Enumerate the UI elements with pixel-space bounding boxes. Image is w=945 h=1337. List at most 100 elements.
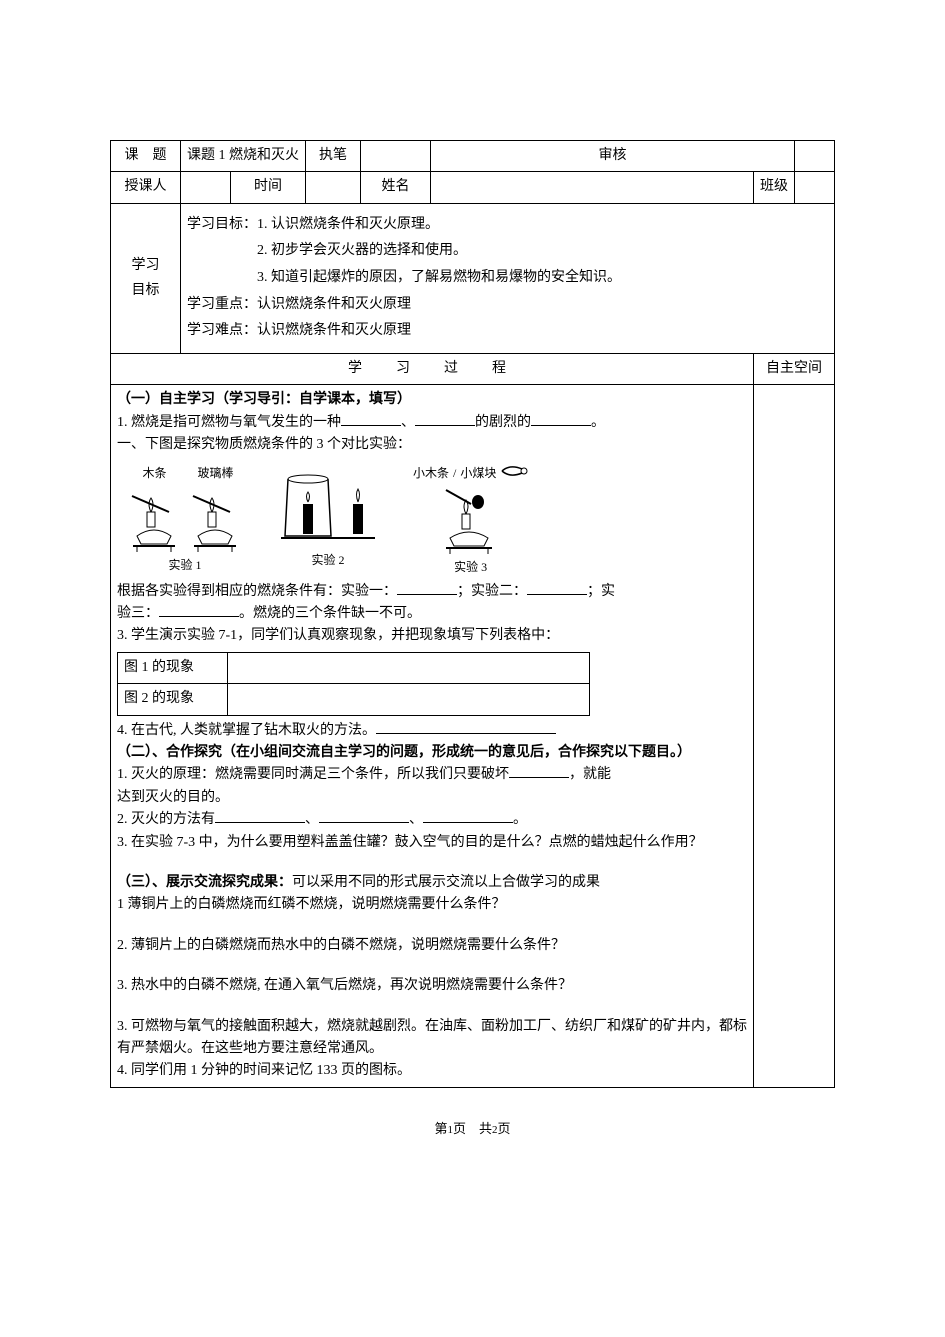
label-teacher: 授课人 [111,172,181,203]
sentence: 1 薄铜片上的白磷燃烧而红磷不燃烧，说明燃烧需要什么条件？ [117,894,747,916]
page: 课 题 课题 1 燃烧和灭火 执笔 审核 授课人 时间 姓名 班级 学习 目标 … [0,0,945,1197]
spacer [117,854,747,872]
sentence: 4. 同学们用 1 分钟的时间来记忆 133 页的图标。 [117,1060,747,1082]
text: ；实 [587,584,615,599]
text: 的剧烈的 [475,415,531,430]
self-space-column [754,385,835,1088]
spacer [117,957,747,975]
self-space-header: 自主空间 [754,353,835,384]
section3-title-row: （三）、展示交流探究成果：可以采用不同的形式展示交流以上合做学习的成果 [117,872,747,894]
value-writer [361,141,431,172]
exp1-label: 实验 1 [127,556,243,575]
section3-title: （三）、展示交流探究成果： [117,875,292,890]
spacer [117,917,747,935]
text: 。燃烧的三个条件缺一不可。 [239,606,421,621]
goal-line: 3. 知道引起爆炸的原因，了解易燃物和易爆物的安全知识。 [187,265,828,292]
blank [159,603,239,617]
text: ；实验二： [457,584,527,599]
blank [415,412,475,426]
footer-text: 页 [498,1121,511,1136]
ann-small-coal: 小煤块 [460,464,496,483]
goal-line: 学习重点：认识燃烧条件和灭火原理 [187,292,828,319]
value-teacher [181,172,231,203]
text: 。 [513,812,527,827]
text: 验三： [117,606,159,621]
content-row: （一）自主学习（学习导引：自学课本，填写） 1. 燃烧是指可燃物与氧气发生的一种… [111,385,835,1088]
slash-icon: / [453,464,456,483]
label-name: 姓名 [361,172,431,203]
label-review: 审核 [431,141,795,172]
blank [531,412,591,426]
row-value [228,652,590,683]
row-value [228,684,590,715]
text: 1. 灭火的原理：燃烧需要同时满足三个条件，所以我们只要破坏 [117,767,509,782]
blank [319,809,409,823]
text: 4. 在古代, 人类就掌握了钻木取火的方法。 [117,723,376,738]
text: 根据各实验得到相应的燃烧条件有：实验一： [117,584,397,599]
experiment-3: 小木条 / 小煤块 [413,464,528,576]
experiment-diagrams: 木条 [127,464,747,576]
goal-content: 学习目标：1. 认识燃烧条件和灭火原理。 2. 初步学会灭火器的选择和使用。 3… [181,203,835,353]
burner-icon [188,484,243,554]
blank [341,412,401,426]
experiment-1: 木条 [127,464,243,576]
sentence: 2. 灭火的方法有 、 、 。 [117,809,747,831]
ann-glass: 玻璃棒 [188,464,243,483]
blank [423,809,513,823]
value-name [431,172,754,203]
sentence: 验三： 。燃烧的三个条件缺一不可。 [117,603,747,625]
sentence: 达到灭火的目的。 [117,787,747,809]
candle-glass-icon [273,464,383,549]
label-class: 班级 [754,172,795,203]
goal-line: 学习难点：认识燃烧条件和灭火原理 [187,318,828,345]
sentence: 3. 热水中的白磷不燃烧, 在通入氧气后燃烧，再次说明燃烧需要什么条件？ [117,975,747,997]
exp2-label: 实验 2 [273,551,383,570]
sentence: 1. 灭火的原理：燃烧需要同时满足三个条件，所以我们只要破坏 ，就能 [117,764,747,786]
blank [397,581,457,595]
blank [215,809,305,823]
value-review [795,141,835,172]
text: 。 [591,415,605,430]
table-row: 图 1 的现象 [118,652,590,683]
sentence: 根据各实验得到相应的燃烧条件有：实验一： ；实验二： ；实 [117,581,747,603]
experiment-2: 实验 2 [273,464,383,576]
text: 2. 灭火的方法有 [117,812,215,827]
process-header-row: 学 习 过 程 自主空间 [111,353,835,384]
section2-title: （二）、合作探究（在小组间交流自主学习的问题，形成统一的意见后，合作探究以下题目… [117,742,747,764]
spacer [117,998,747,1016]
text: 1. 燃烧是指可燃物与氧气发生的一种 [117,415,341,430]
sentence: 4. 在古代, 人类就掌握了钻木取火的方法。 [117,720,747,742]
main-content: （一）自主学习（学习导引：自学课本，填写） 1. 燃烧是指可燃物与氧气发生的一种… [111,385,754,1088]
value-time [306,172,361,203]
value-topic: 课题 1 燃烧和灭火 [181,141,306,172]
goal-row: 学习 目标 学习目标：1. 认识燃烧条件和灭火原理。 2. 初步学会灭火器的选择… [111,203,835,353]
value-class [795,172,835,203]
blank [527,581,587,595]
worksheet-table: 课 题 课题 1 燃烧和灭火 执笔 审核 授课人 时间 姓名 班级 学习 目标 … [110,140,835,1088]
section1-title: （一）自主学习（学习导引：自学课本，填写） [117,389,747,411]
label-time: 时间 [231,172,306,203]
blank [376,720,556,734]
header-row-1: 课 题 课题 1 燃烧和灭火 执笔 审核 [111,141,835,172]
page-footer: 第1页 共2页 [110,1088,835,1137]
exp3-label: 实验 3 [413,558,528,577]
process-header: 学 习 过 程 [111,353,754,384]
burner-coal-icon [436,484,506,556]
label-goal: 学习 目标 [111,203,181,353]
row-label: 图 1 的现象 [118,652,228,683]
footer-text: 第 [434,1121,447,1136]
text: 、 [401,415,415,430]
header-row-2: 授课人 时间 姓名 班级 [111,172,835,203]
sentence: 一、下图是探究物质燃烧条件的 3 个对比实验： [117,434,747,456]
label-writer: 执笔 [306,141,361,172]
footer-text: 页 共 [453,1121,492,1136]
text: 、 [305,812,319,827]
phenomenon-table: 图 1 的现象 图 2 的现象 [117,652,590,716]
text: 、 [409,812,423,827]
label-topic: 课 题 [111,141,181,172]
goal-line: 学习目标：1. 认识燃烧条件和灭火原理。 [187,212,828,239]
text: ，就能 [569,767,611,782]
sentence: 3. 学生演示实验 7-1，同学们认真观察现象，并把现象填写下列表格中： [117,625,747,647]
sentence: 1. 燃烧是指可燃物与氧气发生的一种 、 的剧烈的 。 [117,412,747,434]
sentence: 3. 可燃物与氧气的接触面积越大，燃烧就越剧烈。在油库、面粉加工厂、纺织厂和煤矿… [117,1016,747,1061]
